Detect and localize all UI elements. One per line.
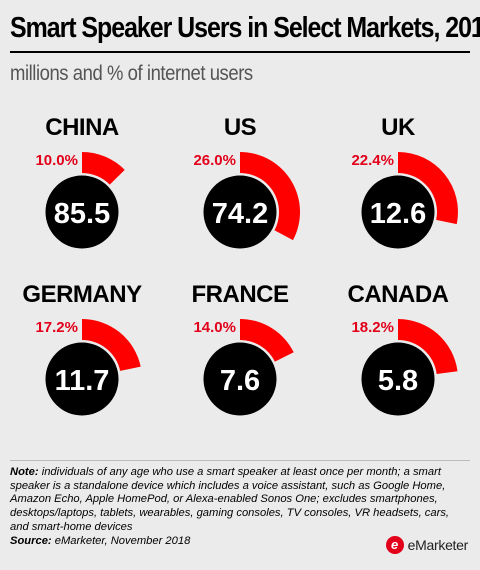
market-name-china: CHINA (45, 114, 119, 141)
value-circle-uk (361, 175, 435, 249)
value-circle-germany (45, 342, 119, 416)
pct-label-germany: 17.2% (35, 319, 78, 336)
pct-label-france: 14.0% (193, 319, 236, 336)
pct-label-uk: 22.4% (351, 152, 394, 169)
title-divider (10, 51, 470, 53)
gauge-arc-china (82, 152, 125, 185)
brand-name: eMarketer (407, 537, 469, 553)
gauge-arc-germany (82, 319, 141, 371)
market-name-uk: UK (381, 114, 416, 141)
value-circle-france (203, 342, 277, 416)
source-label: Source: (10, 534, 52, 547)
users-value-us: 74.2 (212, 198, 268, 230)
market-name-germany: GERMANY (22, 281, 142, 308)
pct-label-us: 26.0% (193, 152, 236, 169)
market-name-us: US (224, 114, 257, 141)
pct-label-china: 10.0% (35, 152, 78, 169)
market-gauges: 85.5 10.0% CHINA 74.2 26.0% US 12.6 22.4% UK 11.7… (22, 114, 458, 416)
note-text: individuals of any age who use a smart s… (10, 466, 450, 533)
users-value-france: 7.6 (220, 365, 260, 397)
value-circle-canada (361, 342, 435, 416)
gauge-arc-uk (398, 152, 458, 225)
users-value-germany: 11.7 (55, 365, 110, 397)
market-name-france: FRANCE (192, 281, 289, 308)
value-circle-us (203, 175, 277, 249)
users-value-uk: 12.6 (370, 198, 426, 230)
emarketer-logo-icon: e (385, 536, 404, 554)
brand: e eMarketer (385, 536, 469, 554)
value-circle-china (45, 175, 119, 249)
users-value-china: 85.5 (54, 198, 110, 230)
chart-subtitle: millions and % of internet users (10, 62, 253, 85)
gauge-arc-france (240, 319, 294, 362)
market-name-canada: CANADA (348, 281, 449, 308)
chart-title: Smart Speaker Users in Select Markets, 2… (10, 12, 480, 44)
notes-divider (10, 460, 470, 461)
source-text: eMarketer, November 2018 (51, 534, 191, 547)
gauge-arc-canada (398, 319, 458, 374)
footnote: Note: individuals of any age who use a s… (10, 466, 462, 548)
pct-label-canada: 18.2% (351, 319, 394, 336)
gauge-arc-us (240, 152, 301, 241)
note-label: Note: (10, 466, 39, 478)
users-value-canada: 5.8 (378, 365, 418, 397)
